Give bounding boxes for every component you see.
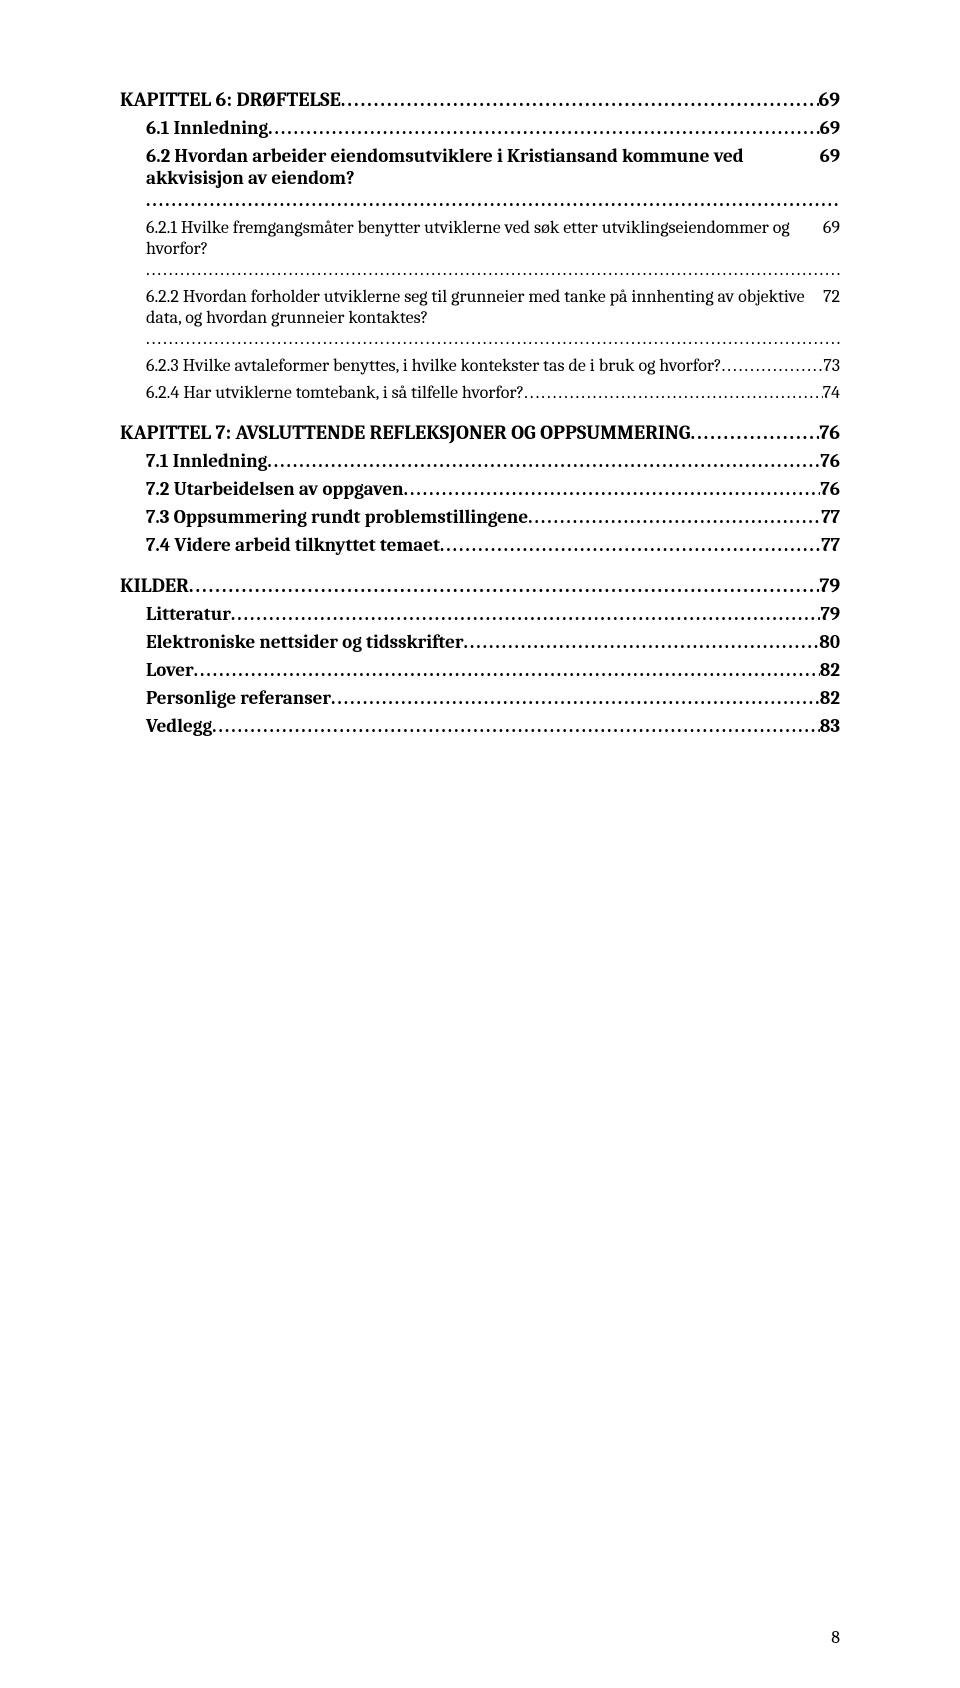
toc-entry: 7.1 Innledning 76 (120, 450, 840, 472)
toc-leader-dots (331, 687, 820, 709)
toc-entry: Lover 82 (120, 659, 840, 681)
toc-leader-dots (267, 450, 820, 472)
toc-entry: 6.2.4 Har utviklerne tomtebank, i så til… (120, 382, 840, 403)
toc-leader-dots (194, 659, 820, 681)
toc-leader-dots (440, 534, 821, 556)
toc-leader-dots (463, 631, 819, 653)
table-of-contents: KAPITTEL 6: DRØFTELSE 69 6.1 Innledning 69 … (120, 88, 840, 737)
document-page: KAPITTEL 6: DRØFTELSE 69 6.1 Innledning 69 … (0, 0, 960, 1688)
toc-label: 6.2.4 Har utviklerne tomtebank, i så til… (146, 382, 524, 403)
toc-entry: 69 6.2.1 Hvilke fremgangsmåter benytter u… (120, 217, 840, 280)
toc-leader-dots (690, 421, 819, 444)
toc-entry: 6.1 Innledning 69 (120, 117, 840, 139)
toc-label: 7.4 Videre arbeid tilknyttet temaet (146, 534, 440, 556)
toc-entry: KAPITTEL 6: DRØFTELSE 69 (120, 88, 840, 111)
toc-entry: 69 6.2 Hvordan arbeider eiendomsutviklere… (120, 145, 840, 211)
toc-page: 76 (819, 421, 840, 444)
toc-page: 69 (820, 145, 840, 167)
toc-label: 6.1 Innledning (146, 117, 268, 139)
toc-entry: 72 6.2.2 Hvordan forholder utviklerne seg… (120, 286, 840, 349)
toc-leader-dots (189, 574, 820, 597)
toc-entry: KILDER 79 (120, 574, 840, 597)
toc-label: 6.2 Hvordan arbeider eiendomsutviklere i… (146, 145, 744, 189)
toc-label: Litteratur (146, 603, 231, 625)
toc-label: KAPITTEL 7: AVSLUTTENDE REFLEKSJONER OG … (120, 421, 690, 444)
toc-page: 79 (820, 603, 840, 625)
toc-leader-dots (231, 603, 821, 625)
toc-page: 79 (819, 574, 840, 597)
toc-entry: 7.3 Oppsummering rundt problemstillingen… (120, 506, 840, 528)
toc-leader-dots (146, 328, 840, 349)
toc-leader-dots (146, 189, 840, 211)
toc-page: 69 (820, 117, 840, 139)
toc-label: 6.2.3 Hvilke avtaleformer benyttes, i hv… (146, 355, 722, 376)
toc-entry: 7.4 Videre arbeid tilknyttet temaet 77 (120, 534, 840, 556)
toc-entry: Elektroniske nettsider og tidsskrifter 80 (120, 631, 840, 653)
toc-entry: 6.2.3 Hvilke avtaleformer benyttes, i hv… (120, 355, 840, 376)
toc-label: 7.3 Oppsummering rundt problemstillingen… (146, 506, 528, 528)
toc-leader-dots (528, 506, 821, 528)
toc-leader-dots (404, 478, 821, 500)
toc-page: 69 (823, 217, 840, 238)
toc-leader-dots (146, 259, 840, 280)
toc-label: Vedlegg (146, 715, 212, 737)
toc-page: 80 (819, 631, 840, 653)
toc-label: KAPITTEL 6: DRØFTELSE (120, 88, 341, 111)
toc-leader-dots (341, 88, 819, 111)
toc-label: KILDER (120, 574, 189, 597)
toc-label: Elektroniske nettsider og tidsskrifter (146, 631, 463, 653)
toc-page: 77 (821, 534, 840, 556)
toc-leader-dots (212, 715, 820, 737)
toc-leader-dots (524, 382, 823, 403)
toc-page: 74 (823, 382, 840, 403)
toc-page: 83 (820, 715, 840, 737)
toc-label: 7.2 Utarbeidelsen av oppgaven (146, 478, 404, 500)
toc-page: 76 (820, 478, 840, 500)
toc-page: 73 (823, 355, 840, 376)
toc-entry: Vedlegg 83 (120, 715, 840, 737)
toc-leader-dots (722, 355, 824, 376)
toc-page: 72 (823, 286, 840, 307)
toc-page: 77 (821, 506, 840, 528)
toc-label: Personlige referanser (146, 687, 331, 709)
page-number: 8 (831, 1627, 840, 1648)
toc-entry: Litteratur 79 (120, 603, 840, 625)
toc-page: 82 (820, 659, 840, 681)
toc-entry: Personlige referanser 82 (120, 687, 840, 709)
toc-label: 6.2.1 Hvilke fremgangsmåter benytter utv… (146, 217, 790, 259)
toc-label: 6.2.2 Hvordan forholder utviklerne seg t… (146, 286, 805, 328)
toc-entry: KAPITTEL 7: AVSLUTTENDE REFLEKSJONER OG … (120, 421, 840, 444)
toc-entry: 7.2 Utarbeidelsen av oppgaven 76 (120, 478, 840, 500)
toc-leader-dots (268, 117, 819, 139)
toc-label: Lover (146, 659, 194, 681)
toc-page: 69 (819, 88, 840, 111)
toc-label: 7.1 Innledning (146, 450, 267, 472)
toc-page: 76 (820, 450, 840, 472)
toc-page: 82 (820, 687, 840, 709)
